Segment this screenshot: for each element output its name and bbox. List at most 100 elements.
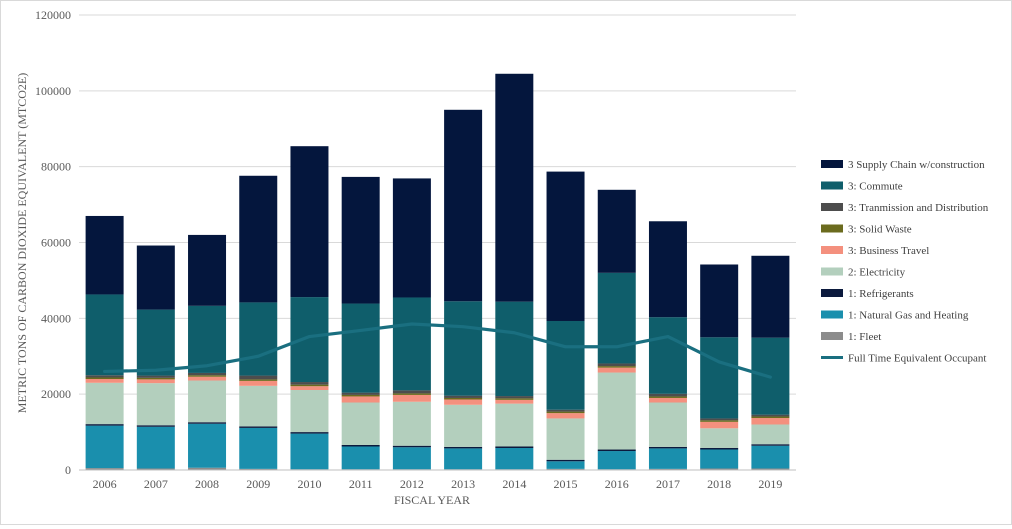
bar-segment	[444, 395, 483, 398]
bar-segment	[239, 468, 278, 470]
bar-segment	[341, 396, 380, 403]
bar-segment	[239, 375, 278, 380]
bar-segment	[392, 445, 431, 448]
bar-segment	[597, 363, 636, 367]
x-tick-label: 2015	[554, 477, 578, 491]
fte-line-path	[103, 322, 772, 379]
bar-segment	[341, 446, 380, 470]
bar-segment	[290, 297, 329, 383]
bar-segment	[597, 189, 636, 273]
bar-segment	[546, 171, 585, 321]
bar-segment	[495, 396, 534, 399]
bar-segment	[648, 396, 687, 398]
bar-segment	[700, 448, 739, 450]
bar-segment	[85, 424, 124, 426]
bar-segment	[700, 421, 739, 429]
bar-segment	[546, 320, 585, 410]
bar-segment	[85, 468, 124, 470]
y-tick-label: 60000	[41, 236, 71, 250]
bar-segment	[444, 446, 483, 449]
legend-swatch	[821, 246, 843, 254]
bar-segment	[85, 379, 124, 383]
bar-segment	[495, 448, 534, 470]
bar-segment	[85, 382, 124, 425]
legend-swatch	[821, 310, 843, 319]
bar-segment	[648, 221, 687, 318]
x-tick-label: 2013	[451, 477, 475, 491]
bar-segment	[495, 73, 534, 302]
bar-segment	[341, 392, 380, 395]
bar-segment	[290, 384, 329, 387]
legend-swatch	[821, 203, 843, 211]
bar-segment	[85, 215, 124, 295]
bar-segment	[239, 426, 278, 428]
bar-segment	[751, 416, 790, 419]
legend-label: 1: Natural Gas and Heating	[848, 310, 969, 322]
bar-segment	[546, 468, 585, 470]
bar-segment	[341, 444, 380, 447]
bar-segment	[648, 446, 687, 449]
bar-segment	[495, 398, 534, 400]
bar-segment	[136, 245, 175, 310]
bar-segment	[546, 413, 585, 419]
bar-segment	[239, 385, 278, 427]
bar-segment	[597, 449, 636, 452]
bar-segment	[392, 178, 431, 298]
x-axis-label: FISCAL YEAR	[394, 493, 470, 507]
bar-segment	[188, 375, 227, 377]
legend-label: 1: Fleet	[848, 331, 881, 343]
legend-swatch	[821, 181, 843, 190]
gridlines	[79, 14, 796, 471]
bar-segment	[136, 426, 175, 469]
bar-segment	[136, 377, 175, 380]
x-tick-label: 2018	[707, 477, 731, 491]
legend-swatch	[821, 224, 843, 233]
bar-segment	[597, 272, 636, 364]
x-tick-label: 2017	[656, 477, 680, 491]
x-tick-label: 2014	[502, 477, 526, 491]
legend: 3 Supply Chain w/construction 3: Commute 3…	[821, 159, 989, 365]
bar-segment	[290, 432, 329, 434]
bar-segment	[648, 402, 687, 447]
bar-segment	[188, 423, 227, 468]
bar-segment	[136, 425, 175, 427]
bar-segment	[751, 255, 790, 338]
bar-segment	[700, 264, 739, 338]
bar-segment	[648, 397, 687, 403]
bar-segment	[546, 411, 585, 414]
x-tick-label: 2009	[246, 477, 270, 491]
bar-segment	[648, 393, 687, 397]
bar-segment	[341, 394, 380, 397]
bar-segment	[444, 404, 483, 447]
bar-segment	[648, 317, 687, 394]
legend-label: 3: Tranmission and Distribution	[848, 202, 989, 214]
bar-segment	[239, 427, 278, 469]
bar-segment	[392, 447, 431, 470]
legend-label: Full Time Equivalent Occupant	[848, 353, 986, 365]
axes: METRIC TONS OF CARBON DIOXIDE EQUIVALENT…	[15, 8, 796, 507]
legend-label: 1: Refrigerants	[848, 288, 914, 300]
bar-segment	[751, 418, 790, 425]
y-tick-label: 0	[65, 463, 71, 477]
bar-segment	[648, 468, 687, 470]
bar-segment	[188, 234, 227, 306]
fte-line	[103, 322, 772, 379]
bar-segment	[597, 366, 636, 368]
bar-segment	[444, 109, 483, 302]
bar-segment	[700, 420, 739, 422]
bar-segment	[188, 372, 227, 376]
y-tick-label: 100000	[35, 84, 71, 98]
bar-segment	[341, 303, 380, 393]
bar-segment	[290, 382, 329, 385]
bar-segment	[495, 399, 534, 404]
bar-segment	[546, 461, 585, 469]
bar-segment	[751, 424, 790, 445]
legend-label: 2: Electricity	[848, 267, 906, 279]
bar-segment	[751, 445, 790, 469]
x-tick-label: 2012	[400, 477, 424, 491]
bar-segment	[136, 309, 175, 376]
y-tick-label: 40000	[41, 311, 71, 325]
bar-segment	[700, 468, 739, 470]
